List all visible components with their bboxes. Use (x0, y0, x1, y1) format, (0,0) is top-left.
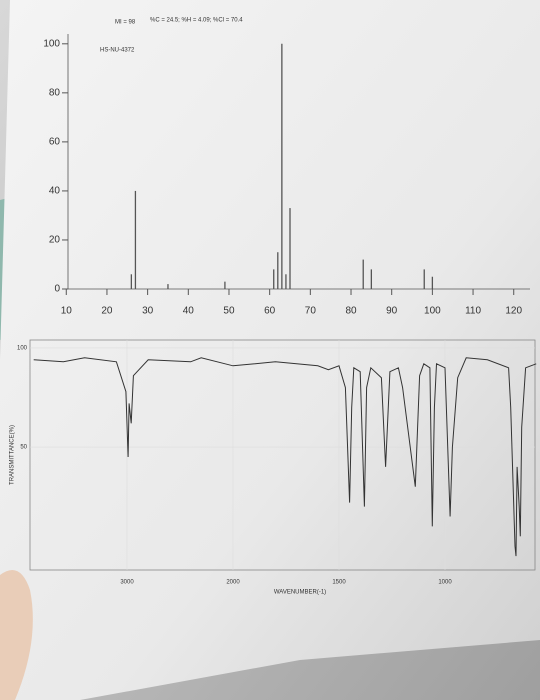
chart-subtitle: %C = 24.5; %H = 4.09; %Cl = 70.4 (150, 18, 243, 24)
x-tick-label: 100 (424, 306, 441, 317)
x-axis-label: WAVENUMBER(-1) (274, 590, 326, 596)
annotation: HS-NU-4372 (100, 48, 135, 54)
x-tick-label: 40 (183, 306, 195, 317)
y-tick-label: 40 (49, 186, 61, 197)
x-tick-label: 1000 (438, 580, 452, 586)
y-tick-label: 80 (49, 87, 61, 98)
y-tick-label: 100 (17, 346, 28, 352)
x-tick-label: 90 (386, 306, 398, 317)
x-tick-label: 80 (345, 306, 357, 317)
x-tick-label: 50 (223, 306, 235, 317)
x-tick-label: 110 (465, 306, 481, 317)
x-tick-label: 2000 (226, 580, 240, 586)
spectrum-line (33, 357, 537, 557)
y-tick-label: 0 (54, 284, 60, 295)
y-tick-label: 60 (49, 137, 61, 148)
x-tick-label: 10 (61, 306, 73, 317)
x-tick-label: 1500 (332, 580, 346, 586)
mass-spectrum: MI = 98 %C = 24.5; %H = 4.09; %Cl = 70.4… (43, 18, 530, 317)
chart-title: MI = 98 (115, 20, 136, 26)
y-axis-label: TRANSMITTANCE(%) (10, 425, 16, 485)
plot-frame (29, 339, 536, 571)
x-tick-label: 120 (505, 306, 522, 317)
x-tick-label: 70 (305, 306, 317, 317)
ir-spectrum: WAVENUMBER(-1) TRANSMITTANCE(%) 50 100 300… (10, 339, 537, 596)
x-tick-label: 60 (264, 306, 276, 317)
y-tick-label: 100 (43, 38, 60, 49)
finger (0, 570, 33, 700)
x-tick-label: 20 (101, 306, 113, 317)
x-tick-label: 30 (142, 306, 154, 317)
y-tick-label: 50 (20, 445, 27, 451)
y-tick-label: 20 (49, 235, 61, 246)
x-tick-label: 3000 (120, 580, 134, 586)
